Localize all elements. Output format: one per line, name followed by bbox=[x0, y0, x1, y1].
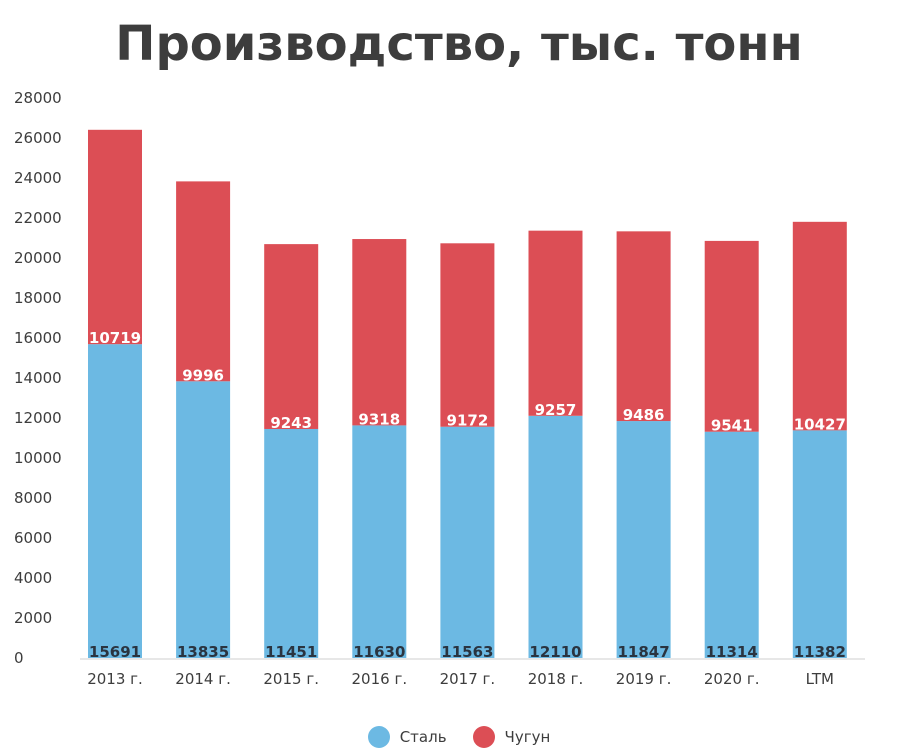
data-label-iron: 9486 bbox=[623, 406, 665, 424]
bar-steel bbox=[264, 428, 319, 658]
bar-iron bbox=[440, 243, 495, 427]
data-label-iron: 9996 bbox=[182, 366, 224, 384]
data-label-iron: 9318 bbox=[358, 410, 400, 428]
y-tick-label: 4000 bbox=[14, 569, 52, 587]
x-tick-label: LTM bbox=[806, 670, 834, 688]
y-tick-label: 24000 bbox=[14, 169, 62, 187]
legend-item-steel: Сталь bbox=[367, 726, 447, 748]
bar-iron bbox=[88, 129, 142, 345]
legend-swatch-steel bbox=[367, 726, 390, 748]
data-label-steel: 11847 bbox=[618, 643, 670, 661]
y-tick-label: 18000 bbox=[14, 289, 62, 307]
plot-area: 0 2000 4000 6000 8000 10000 12000 14000 16000 180… bbox=[14, 89, 865, 688]
y-tick-label: 16000 bbox=[14, 329, 62, 347]
data-label-steel: 13835 bbox=[177, 643, 229, 661]
bar-steel bbox=[616, 421, 671, 658]
y-tick-label: 14000 bbox=[14, 369, 62, 387]
bar-steel bbox=[704, 431, 759, 658]
bar-steel bbox=[88, 344, 142, 658]
bar-steel bbox=[352, 425, 407, 658]
x-tick-label: 2017 г. bbox=[440, 670, 496, 688]
data-label-iron: 9541 bbox=[711, 417, 753, 435]
legend-label-iron: Чугун bbox=[504, 728, 551, 746]
legend: Сталь Чугун bbox=[0, 722, 918, 752]
y-tick-label: 26000 bbox=[14, 129, 62, 147]
x-tick-label: 2015 г. bbox=[263, 670, 319, 688]
y-tick-label: 2000 bbox=[14, 609, 52, 627]
data-label-iron: 10719 bbox=[89, 329, 141, 347]
data-label-steel: 11630 bbox=[353, 643, 405, 661]
data-label-steel: 11382 bbox=[794, 643, 846, 661]
y-tick-label: 20000 bbox=[14, 249, 62, 267]
y-tick-label: 8000 bbox=[14, 489, 52, 507]
bar-iron bbox=[792, 221, 847, 431]
data-label-steel: 11451 bbox=[265, 643, 317, 661]
x-tick-label: 2019 г. bbox=[616, 670, 672, 688]
data-label-iron: 9243 bbox=[270, 414, 312, 432]
y-tick-label: 0 bbox=[14, 649, 24, 667]
legend-item-iron: Чугун bbox=[472, 726, 551, 748]
data-label-steel: 15691 bbox=[89, 643, 141, 661]
bar-iron bbox=[264, 244, 319, 429]
data-label-iron: 9257 bbox=[535, 401, 577, 419]
data-label-iron: 10427 bbox=[794, 415, 846, 433]
legend-label-steel: Сталь bbox=[399, 728, 447, 746]
bar-steel bbox=[528, 415, 583, 658]
x-tick-label: 2014 г. bbox=[175, 670, 231, 688]
data-label-steel: 12110 bbox=[529, 643, 581, 661]
bar-steel bbox=[792, 430, 847, 658]
bar-steel bbox=[176, 381, 231, 658]
bar-steel bbox=[440, 426, 495, 658]
x-tick-label: 2013 г. bbox=[87, 670, 143, 688]
bar-iron bbox=[528, 230, 583, 416]
x-tick-label: 2020 г. bbox=[704, 670, 760, 688]
bar-iron bbox=[352, 239, 407, 426]
bar-iron bbox=[704, 240, 759, 432]
data-label-iron: 9172 bbox=[447, 412, 489, 430]
data-label-steel: 11314 bbox=[706, 643, 758, 661]
x-tick-label: 2016 г. bbox=[352, 670, 408, 688]
chart-title: Производство, тыс. тонн bbox=[115, 16, 803, 72]
y-tick-label: 22000 bbox=[14, 209, 62, 227]
legend-swatch-iron bbox=[472, 726, 495, 748]
bar-iron bbox=[616, 231, 671, 422]
y-tick-label: 6000 bbox=[14, 529, 52, 547]
data-label-steel: 11563 bbox=[441, 643, 493, 661]
y-tick-label: 10000 bbox=[14, 449, 62, 467]
y-tick-label: 12000 bbox=[14, 409, 62, 427]
bar-iron bbox=[176, 181, 231, 382]
y-tick-label: 28000 bbox=[14, 89, 62, 107]
x-tick-label: 2018 г. bbox=[528, 670, 584, 688]
